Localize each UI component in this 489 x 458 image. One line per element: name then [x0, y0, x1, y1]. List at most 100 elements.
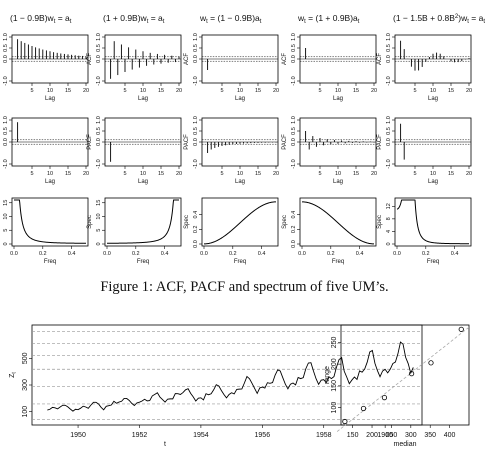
y-axis-label: Spec: [282, 215, 288, 229]
x-tick-label: 15: [158, 171, 164, 177]
spectrum-frame: [104, 197, 182, 247]
scatter-point: [428, 360, 434, 366]
spectrum-panel-2: 0 5 10 15 0.0 0.2 0.4 Spec Freq: [87, 197, 182, 265]
y-axis-label: PACF: [184, 134, 190, 150]
column-title-1: (1 − 0.9B)wt = at: [10, 13, 72, 25]
spectrum-frame: [394, 197, 472, 247]
y-tick-label: 0.4: [291, 211, 297, 219]
x-tick-label: 0.2: [327, 251, 335, 257]
spectrum-frame: [11, 197, 89, 247]
y-tick-label: -1.0: [386, 159, 392, 168]
scatter-point: [360, 405, 367, 412]
y-tick-label: 1.0: [386, 116, 392, 124]
range-median-panel: 100 150 200 250 150 200 250 300 350 400 range media…: [324, 324, 470, 448]
x-tick-label: 5: [318, 88, 321, 94]
y-tick-label: -1.0: [386, 76, 392, 85]
acf-panel-2: -1.0 0.0 0.5 1.0 5 10 15 20 ACF Lag: [87, 33, 182, 102]
y-tick-label: 12: [386, 203, 392, 209]
y-tick-label: 100: [331, 402, 338, 414]
x-tick-label: 400: [444, 432, 456, 439]
x-tick-label: 10: [335, 88, 341, 94]
x-axis-label: Lag: [428, 179, 438, 185]
x-tick-label: 1960: [377, 432, 393, 439]
x-tick-label: 20: [273, 171, 279, 177]
x-axis-label: Lag: [45, 96, 55, 102]
x-tick-label: 0.4: [258, 251, 266, 257]
y-axis-label: ACF: [282, 53, 288, 65]
y-tick-label: 0.2: [193, 226, 199, 234]
spectrum-panel-5: 0 4 8 12 0.0 0.2 0.4 Spec Freq: [377, 197, 472, 265]
y-tick-label: 1.0: [291, 116, 297, 124]
scatter-frame: [340, 324, 470, 426]
x-tick-label: 0.2: [39, 251, 47, 257]
y-axis-label: range: [324, 366, 331, 384]
y-tick-label: 1.0: [291, 33, 297, 41]
x-tick-label: 10: [237, 88, 243, 94]
scatter-point: [408, 371, 415, 377]
y-tick-label: 1.0: [3, 33, 9, 41]
x-tick-label: 0.0: [200, 251, 208, 257]
x-tick-label: 5: [220, 171, 223, 177]
y-tick-label: 0: [386, 242, 392, 245]
x-axis-label: Freq: [137, 259, 149, 265]
y-axis-label: Zt: [9, 372, 18, 378]
y-tick-label: 0.0: [386, 55, 392, 63]
x-tick-label: 20: [466, 88, 472, 94]
y-tick-label: 0.0: [96, 55, 102, 63]
y-axis-label: ACF: [87, 53, 93, 65]
x-axis-label: Lag: [138, 179, 148, 185]
y-axis-label: Spec: [377, 215, 383, 229]
y-tick-label: -1.0: [193, 159, 199, 168]
y-tick-label: 4: [386, 230, 392, 233]
y-tick-label: 0.0: [96, 138, 102, 146]
y-tick-label: 15: [96, 200, 102, 206]
column-title-4: wt = (1 + 0.9B)at: [297, 13, 360, 25]
x-tick-label: 0.0: [393, 251, 401, 257]
y-tick-label: 0.0: [291, 240, 297, 248]
x-axis-label: Lag: [45, 179, 55, 185]
y-tick-label: 5: [96, 229, 102, 232]
x-tick-label: 0.0: [10, 251, 18, 257]
y-tick-label: -1.0: [3, 76, 9, 85]
x-tick-label: 10: [140, 88, 146, 94]
y-axis-label: PACF: [282, 134, 288, 150]
y-tick-label: 500: [22, 352, 29, 364]
y-axis-label: Spec: [184, 215, 190, 229]
y-tick-label: 5: [3, 229, 9, 232]
x-tick-label: 1956: [255, 432, 271, 439]
x-tick-label: 350: [424, 432, 436, 439]
x-tick-label: 10: [237, 171, 243, 177]
spectrum-curve: [14, 199, 86, 244]
pacf-panel-5: -1.0 0.0 0.5 1.0 5 10 15 20 PACF Lag: [377, 116, 472, 185]
x-tick-label: 15: [448, 88, 454, 94]
x-tick-label: 0.4: [356, 251, 364, 257]
x-tick-label: 20: [176, 171, 182, 177]
y-tick-label: 0.5: [3, 44, 9, 52]
x-axis-label: Lag: [235, 179, 245, 185]
x-tick-label: 20: [83, 171, 89, 177]
y-tick-label: 0: [96, 242, 102, 245]
y-tick-label: -1.0: [291, 76, 297, 85]
pacf-panel-3: -1.0 0.0 0.5 1.0 5 10 15 20 PACF Lag: [184, 116, 279, 185]
y-axis-label: ACF: [377, 53, 383, 65]
x-tick-label: 20: [466, 171, 472, 177]
x-tick-label: 0.2: [422, 251, 430, 257]
spectrum-frame: [299, 197, 377, 247]
y-tick-label: 300: [22, 379, 29, 391]
x-axis-label: Lag: [333, 96, 343, 102]
x-tick-label: 0.4: [68, 251, 76, 257]
x-tick-label: 5: [30, 171, 33, 177]
y-tick-label: 0.5: [193, 44, 199, 52]
y-tick-label: 0.0: [291, 55, 297, 63]
x-axis-label: Freq: [332, 259, 344, 265]
y-tick-label: 0.0: [3, 138, 9, 146]
y-tick-label: -1.0: [96, 76, 102, 85]
x-tick-label: 15: [353, 171, 359, 177]
x-tick-label: 15: [255, 88, 261, 94]
y-tick-label: 0.0: [193, 240, 199, 248]
x-axis-label: Freq: [234, 259, 246, 265]
y-tick-label: 250: [331, 336, 338, 348]
